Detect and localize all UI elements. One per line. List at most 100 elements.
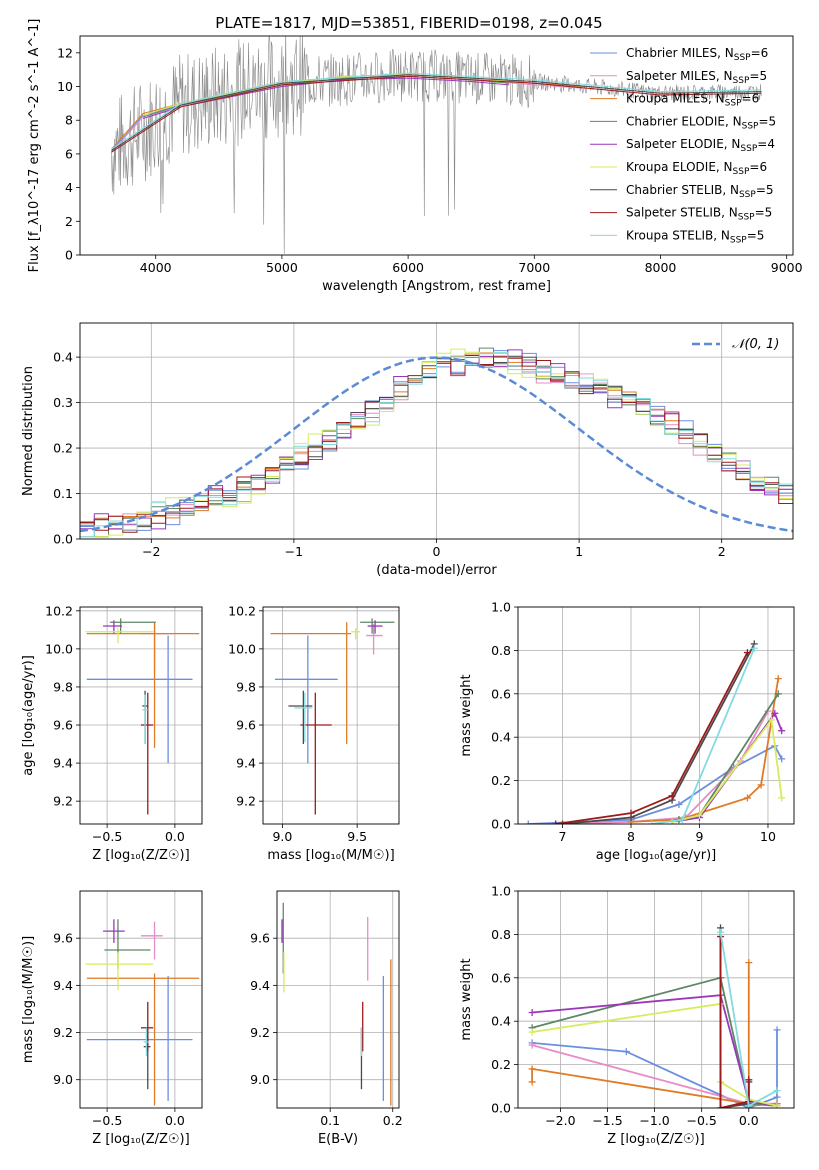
- x-axis-label: mass [log₁₀(M/M☉)]: [267, 848, 394, 863]
- y-tick-label: 8: [65, 113, 73, 128]
- point-kroupa_miles: [86, 622, 200, 748]
- sfh-marker: [528, 1078, 536, 1086]
- y-axis-label: Normed distribution: [21, 366, 36, 496]
- y-tick-label: 9.2: [236, 794, 256, 809]
- sfh-line-salpeter_stelib: [555, 652, 749, 824]
- sfh-marker: [695, 811, 703, 819]
- sfh-marker: [778, 727, 786, 735]
- point-kroupa_stelib: [142, 694, 148, 745]
- sfh-line-salpeter_elodie: [532, 994, 778, 1107]
- residuals-plot: [80, 347, 793, 538]
- y-tick-label: 0.1: [53, 486, 73, 501]
- y-tick-label: 10.2: [228, 603, 256, 618]
- y-tick-label: 9.4: [53, 978, 73, 993]
- y-tick-label: 1.0: [491, 600, 511, 615]
- sfh-marker: [773, 1087, 781, 1095]
- sfh-marker: [743, 649, 751, 657]
- histogram-kroupa_stelib: [80, 352, 793, 538]
- mass_age-plot: [270, 618, 395, 815]
- y-axis-label: mass [log₁₀(M/M☉)]: [21, 936, 36, 1063]
- sfh_age-axes: 7 8 9 10 0.0 0.2 0.4 0.6 0.8 1.0 age [log₁₀(age/yr…: [459, 600, 795, 863]
- x-tick-label: 6000: [392, 260, 424, 275]
- y-tick-label: 0.6: [491, 970, 511, 985]
- point-kroupa_elodie: [85, 627, 154, 644]
- sfh_age-plot: [524, 640, 786, 824]
- x-axis-label: E(B-V): [318, 1132, 358, 1147]
- x-axis-label: (data-model)/error: [376, 563, 497, 578]
- sfh-marker: [622, 1048, 630, 1056]
- sfh-marker: [778, 794, 786, 802]
- legend-label: Kroupa ELODIE, NSSP=6: [626, 160, 767, 177]
- point-kroupa_miles: [270, 622, 352, 745]
- y-tick-label: 9.8: [236, 679, 256, 694]
- y-tick-label: 9.6: [53, 931, 73, 946]
- y-tick-label: 10.2: [45, 603, 73, 618]
- axes-frame: [79, 606, 203, 825]
- z_age-axes: −0.5 0.0 9.2 9.4 9.6 9.8 10.0 10.2 Z [log₁₀(Z/Z☉…: [21, 603, 203, 863]
- sfh-marker: [778, 755, 786, 763]
- y-tick-label: 0.2: [491, 773, 511, 788]
- y-tick-label: 0.4: [491, 1014, 511, 1029]
- x-tick-label: −0.5: [92, 1113, 122, 1128]
- sfh-marker: [528, 1028, 536, 1036]
- x-tick-label: 9: [696, 829, 704, 844]
- point-kroupa_stelib: [294, 692, 313, 743]
- y-tick-label: 6: [65, 146, 73, 161]
- spectrum-plot: [111, 36, 762, 254]
- x-tick-label: 0.0: [165, 829, 185, 844]
- model-line-salpeter_stelib: [111, 75, 762, 153]
- y-tick-label: 0.0: [491, 1101, 511, 1116]
- point-salpeter_stelib: [141, 1001, 154, 1052]
- sfh-line-salpeter_stelib: [719, 936, 750, 1108]
- y-axis-label: mass weight: [459, 674, 474, 756]
- z_mass-plot: [85, 919, 200, 1106]
- sfh_z-plot: [528, 924, 781, 1108]
- model-line-kroupa_stelib: [111, 72, 762, 150]
- y-tick-label: 1.0: [491, 884, 511, 899]
- legend-label: Chabrier ELODIE, NSSP=5: [626, 114, 776, 131]
- y-axis-label: mass weight: [459, 958, 474, 1040]
- point-salpeter_miles: [141, 921, 163, 960]
- x-tick-label: −2.0: [545, 1113, 575, 1128]
- x-tick-label: −1.5: [592, 1113, 622, 1128]
- x-tick-label: 9.0: [272, 829, 292, 844]
- histogram-kroupa_elodie: [80, 348, 793, 538]
- sfh-marker: [528, 1041, 536, 1049]
- axes-frame: [517, 606, 795, 825]
- x-tick-label: 4000: [140, 260, 172, 275]
- axes-frame: [79, 322, 794, 540]
- gaussian-curve: [80, 356, 793, 533]
- sfh-marker: [668, 792, 676, 800]
- y-tick-label: 0.4: [491, 730, 511, 745]
- y-tick-label: 9.4: [250, 978, 270, 993]
- y-tick-label: 9.8: [53, 679, 73, 694]
- y-tick-label: 9.4: [53, 756, 73, 771]
- sfh-line-chabrier_elodie: [531, 976, 778, 1107]
- axes-frame: [79, 35, 794, 256]
- y-tick-label: 0.0: [491, 817, 511, 832]
- x-tick-label: 0.2: [383, 1113, 403, 1128]
- sfh-marker: [552, 820, 560, 824]
- sfh-marker: [528, 1009, 536, 1017]
- y-tick-label: 9.6: [53, 718, 73, 733]
- z_mass-axes: −0.5 0.0 9.0 9.2 9.4 9.6 Z [log₁₀(Z/Z☉)] mass […: [21, 890, 203, 1147]
- data-spectrum: [111, 36, 762, 254]
- sfh-marker: [745, 959, 753, 967]
- sfh-marker: [745, 1076, 753, 1084]
- chart-title: PLATE=1817, MJD=53851, FIBERID=0198, z=0…: [215, 14, 602, 32]
- sfh-marker: [675, 800, 683, 808]
- point-salpeter_elodie: [367, 620, 383, 634]
- sfh_z-axes: −2.0 −1.5 −1.0 −0.5 0.0 0.0 0.2 0.4 0.6 0.8 1.0 Z […: [459, 884, 795, 1147]
- sfh-line-chabrier_stelib: [562, 643, 756, 824]
- x-axis-label: Z [log₁₀(Z/Z☉)]: [92, 1132, 189, 1147]
- ebv_mass-axes: 0.1 0.2 9.0 9.2 9.4 9.6 E(B-V): [250, 890, 403, 1147]
- x-tick-label: 0.0: [165, 1113, 185, 1128]
- x-tick-label: 1: [575, 544, 583, 559]
- sfh-marker: [774, 675, 782, 683]
- point-kroupa_elodie: [351, 627, 361, 640]
- axes-frame: [276, 890, 400, 1109]
- legend-label: Salpeter MILES, NSSP=5: [626, 69, 767, 86]
- sfh-marker: [750, 644, 758, 652]
- ebv_mass-plot: [281, 902, 392, 1106]
- x-tick-label: 8000: [645, 260, 677, 275]
